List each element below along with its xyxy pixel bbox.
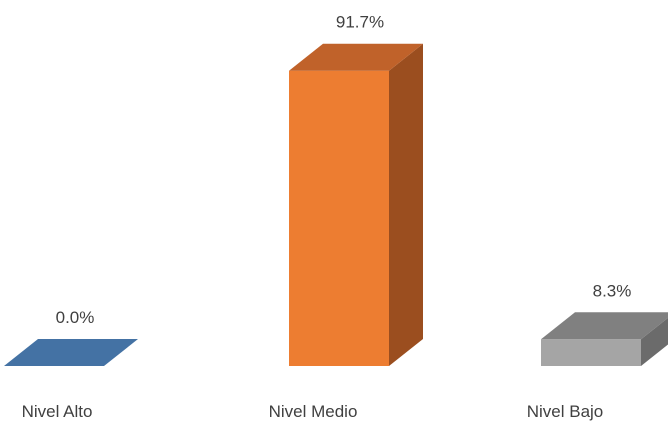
bar-side-nivel-medio xyxy=(389,43,423,366)
data-label-nivel-medio: 91.7% xyxy=(336,13,384,32)
bars-layer xyxy=(4,43,668,366)
category-label-nivel-alto: Nivel Alto xyxy=(22,402,93,421)
bar-nivel-medio xyxy=(289,43,423,366)
data-label-nivel-alto: 0.0% xyxy=(56,308,95,327)
bar-top-nivel-medio xyxy=(289,43,423,71)
category-label-nivel-bajo: Nivel Bajo xyxy=(527,402,604,421)
bar-nivel-bajo xyxy=(541,312,668,366)
bar-front-nivel-medio xyxy=(289,70,389,366)
bar-top-nivel-alto xyxy=(4,339,138,366)
data-label-nivel-bajo: 8.3% xyxy=(593,281,632,300)
bar-side-nivel-bajo xyxy=(641,317,668,366)
category-label-nivel-medio: Nivel Medio xyxy=(269,402,358,421)
labels-layer: 0.0% Nivel Alto 91.7% Nivel Medio 8.3% Nivel … xyxy=(22,13,632,421)
bar-top-nivel-bajo xyxy=(541,312,668,340)
bar-nivel-alto xyxy=(4,339,138,366)
bar-front-nivel-bajo xyxy=(541,339,641,366)
